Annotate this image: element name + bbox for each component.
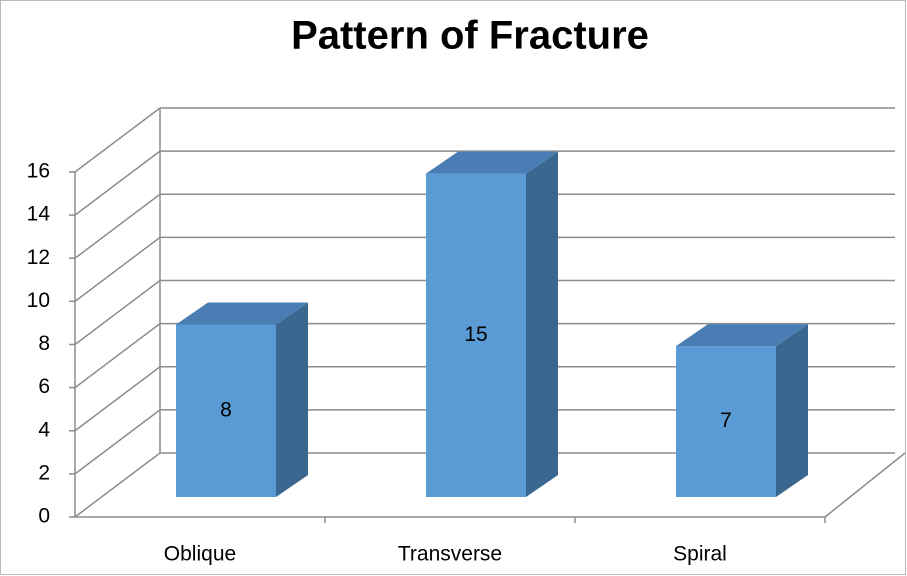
bar [176,324,276,497]
grid-line [74,193,161,259]
bar-side [776,324,808,497]
data-label: 15 [464,323,487,346]
bar [676,346,776,497]
x-tick-label: Spiral [673,543,727,566]
y-tick-label: 8 [38,332,50,355]
y-tick-label: 10 [27,289,50,312]
y-tick-label: 4 [38,418,50,441]
x-tick-label: Oblique [164,543,236,566]
y-tick-label: 12 [27,246,50,269]
floor-edge [824,452,906,518]
grid-line [74,409,161,475]
x-tick-label: Transverse [398,543,502,566]
bar-top [676,324,808,347]
bar-top [426,151,558,174]
grid-line [74,452,161,518]
grid-line [74,107,161,173]
grid-line [74,323,161,389]
y-tick-label: 16 [27,160,50,183]
data-label: 8 [220,398,232,421]
grid-line [74,150,161,216]
grid-line [74,236,161,302]
bar-side [526,151,558,497]
bar [426,173,526,497]
bar-side [276,302,308,497]
data-label: 7 [720,409,732,432]
y-tick-label: 2 [38,461,50,484]
chart-title: Pattern of Fracture [291,14,649,58]
y-tick-label: 6 [38,375,50,398]
grid-line [74,279,161,346]
y-tick-label: 0 [38,505,50,528]
y-tick-label: 14 [27,203,51,226]
grid-line [74,366,161,432]
bar-top [176,302,308,325]
